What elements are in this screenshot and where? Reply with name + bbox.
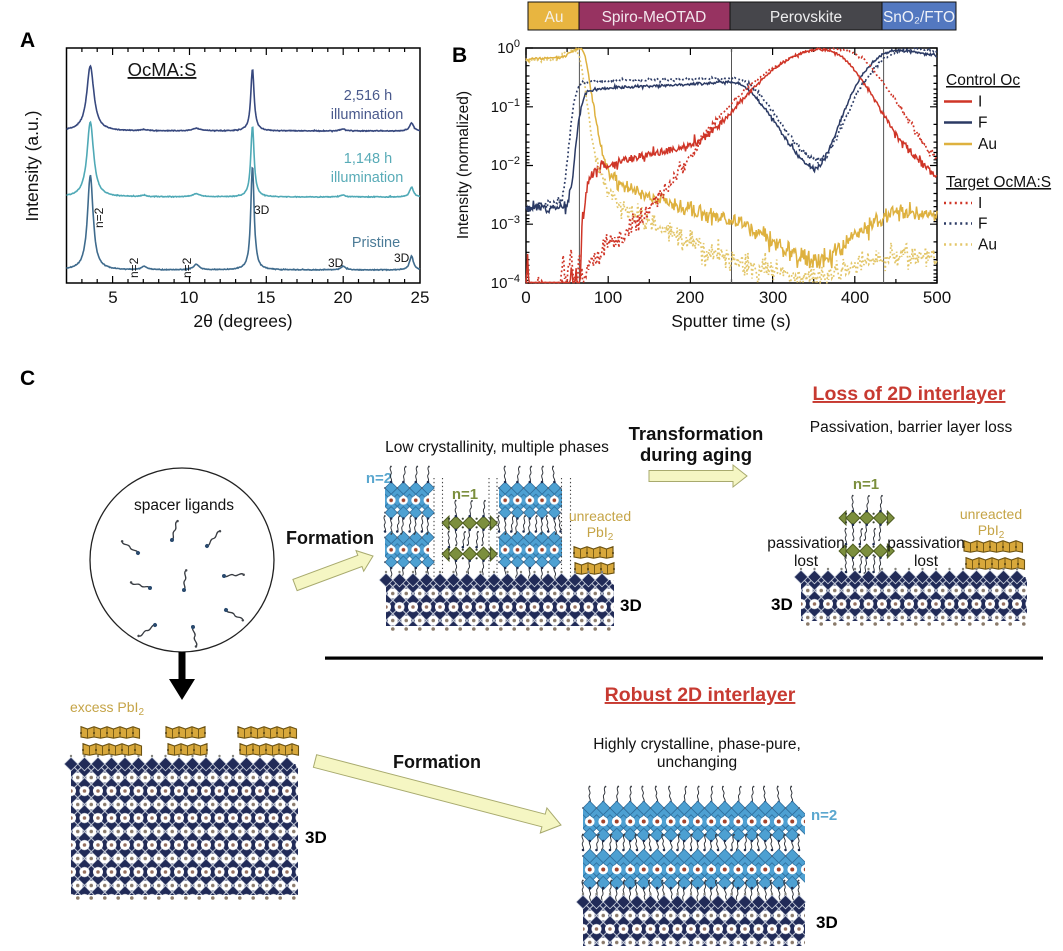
svg-text:C: C xyxy=(20,367,35,390)
svg-text:Control Oc: Control Oc xyxy=(946,72,1020,89)
svg-text:Passivation, barrier layer los: Passivation, barrier layer loss xyxy=(810,419,1013,436)
svg-text:unchanging: unchanging xyxy=(657,754,737,771)
svg-text:1,148 h: 1,148 h xyxy=(344,151,392,167)
svg-text:400: 400 xyxy=(841,288,869,307)
svg-text:Highly crystalline, phase-pure: Highly crystalline, phase-pure, xyxy=(593,736,801,753)
svg-text:Intensity (normalized): Intensity (normalized) xyxy=(455,91,472,239)
svg-text:during aging: during aging xyxy=(640,444,752,465)
svg-text:20: 20 xyxy=(334,288,353,307)
svg-text:Formation: Formation xyxy=(286,528,374,548)
svg-text:Pristine: Pristine xyxy=(352,235,400,251)
svg-text:2,516 h: 2,516 h xyxy=(344,88,392,104)
svg-text:PbI2: PbI2 xyxy=(978,522,1005,541)
svg-text:Intensity (a.u.): Intensity (a.u.) xyxy=(22,111,42,222)
svg-text:I: I xyxy=(978,195,982,212)
svg-text:B: B xyxy=(452,44,467,67)
svg-text:0: 0 xyxy=(521,288,530,307)
svg-text:15: 15 xyxy=(257,288,276,307)
svg-text:3D: 3D xyxy=(305,828,327,847)
svg-text:n=2: n=2 xyxy=(127,257,141,278)
svg-text:passivation: passivation xyxy=(887,535,965,552)
svg-text:n=2: n=2 xyxy=(180,257,194,278)
svg-text:OcMA:S: OcMA:S xyxy=(128,59,197,80)
svg-text:3D: 3D xyxy=(816,913,838,932)
svg-text:SnO₂/FTO: SnO₂/FTO xyxy=(883,9,955,26)
svg-text:spacer ligands: spacer ligands xyxy=(134,497,234,514)
svg-text:3D: 3D xyxy=(328,256,344,270)
svg-text:excess PbI2: excess PbI2 xyxy=(70,699,144,718)
svg-text:100: 100 xyxy=(594,288,622,307)
svg-text:n=2: n=2 xyxy=(92,207,106,228)
svg-text:Perovskite: Perovskite xyxy=(770,9,842,26)
svg-text:Low crystallinity, multiple ph: Low crystallinity, multiple phases xyxy=(385,439,609,456)
svg-text:lost: lost xyxy=(794,553,819,570)
svg-text:unreacted: unreacted xyxy=(960,506,1022,522)
svg-text:passivation: passivation xyxy=(767,535,845,552)
svg-text:illumination: illumination xyxy=(331,107,404,123)
svg-text:Robust 2D interlayer: Robust 2D interlayer xyxy=(605,684,796,706)
svg-text:F: F xyxy=(978,216,987,233)
svg-text:2θ (degrees): 2θ (degrees) xyxy=(193,311,292,331)
svg-text:Transformation: Transformation xyxy=(629,423,764,444)
svg-text:3D: 3D xyxy=(620,596,642,615)
svg-text:Sputter time (s): Sputter time (s) xyxy=(671,311,791,331)
svg-text:10: 10 xyxy=(180,288,199,307)
svg-text:illumination: illumination xyxy=(331,170,404,186)
svg-text:25: 25 xyxy=(411,288,430,307)
svg-text:5: 5 xyxy=(108,288,117,307)
svg-text:Loss of 2D interlayer: Loss of 2D interlayer xyxy=(813,383,1006,405)
svg-text:lost: lost xyxy=(914,553,939,570)
svg-text:3D: 3D xyxy=(254,203,270,217)
svg-text:Au: Au xyxy=(545,9,564,26)
svg-text:Formation: Formation xyxy=(393,752,481,772)
svg-text:unreacted: unreacted xyxy=(569,508,631,524)
svg-text:n=2: n=2 xyxy=(366,470,392,487)
svg-text:Au: Au xyxy=(978,136,997,153)
svg-text:A: A xyxy=(20,29,35,52)
svg-text:n=1: n=1 xyxy=(853,476,879,493)
svg-text:n=2: n=2 xyxy=(811,807,837,824)
svg-text:n=1: n=1 xyxy=(452,486,478,503)
svg-text:3D: 3D xyxy=(394,251,410,265)
svg-text:Target OcMA:S: Target OcMA:S xyxy=(946,174,1051,191)
svg-text:PbI2: PbI2 xyxy=(587,524,614,543)
svg-text:F: F xyxy=(978,115,987,132)
svg-text:Spiro-MeOTAD: Spiro-MeOTAD xyxy=(602,9,707,26)
svg-text:I: I xyxy=(978,94,982,111)
svg-text:200: 200 xyxy=(676,288,704,307)
svg-text:300: 300 xyxy=(759,288,787,307)
svg-text:500: 500 xyxy=(923,288,951,307)
svg-text:Au: Au xyxy=(978,237,997,254)
svg-text:3D: 3D xyxy=(771,595,793,614)
